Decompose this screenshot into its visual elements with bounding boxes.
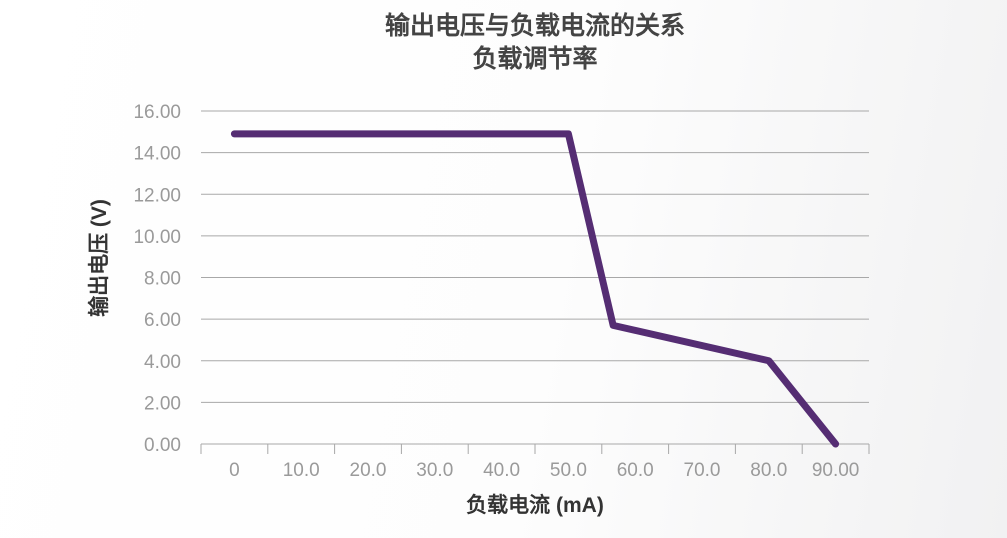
y-tick-label: 0.00 [144, 435, 181, 456]
y-tick-label: 16.00 [133, 102, 181, 123]
series-line [230, 130, 840, 448]
x-tick-label: 20.0 [350, 460, 387, 481]
y-tick-label: 14.00 [133, 144, 181, 165]
y-tick-label: 10.00 [133, 227, 181, 248]
y-axis-label: 输出电压 (V) [87, 199, 111, 317]
x-axis-label: 负载电流 (mA) [466, 493, 604, 517]
y-tick-label: 2.00 [144, 393, 181, 414]
x-tick-label: 90.00 [812, 460, 860, 481]
y-tick-label: 6.00 [144, 310, 181, 331]
y-tick-label: 4.00 [144, 352, 181, 373]
x-tick-label: 40.0 [483, 460, 520, 481]
x-tick-label: 60.0 [617, 460, 654, 481]
y-tick-label: 12.00 [133, 185, 181, 206]
chart-title: 输出电压与负载电流的关系 负载调节率 [0, 10, 1007, 76]
chart-subtitle: 负载调节率 [472, 45, 598, 73]
x-tick-label: 70.0 [684, 460, 721, 481]
x-tick-label: 50.0 [550, 460, 587, 481]
x-tick-label: 10.0 [283, 460, 320, 481]
y-tick-label: 8.00 [144, 269, 181, 290]
x-tick-label: 80.0 [750, 460, 787, 481]
x-tick-label: 30.0 [416, 460, 453, 481]
chart-title-main: 输出电压与负载电流的关系 [384, 12, 685, 40]
x-tick-label: 0 [229, 460, 240, 481]
